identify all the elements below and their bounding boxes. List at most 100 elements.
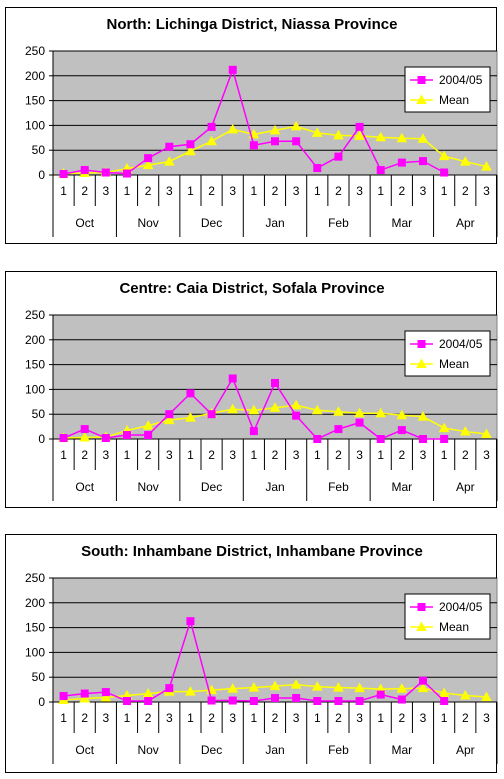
x-tick-label: 2 [145,184,152,198]
y-tick-label: 150 [25,358,45,372]
y-tick-label: 0 [38,695,45,709]
data-point-2004 [419,676,427,685]
legend-label-2004: 2004/05 [439,73,483,87]
legend-label-2004: 2004/05 [439,600,483,614]
y-tick-label: 0 [38,168,45,182]
data-point-mean [248,404,260,415]
x-tick-label: 1 [124,448,131,462]
legend-box [404,66,491,113]
x-tick-label: 3 [483,184,490,198]
x-tick-label: 1 [441,711,448,725]
x-group-label: Jan [265,480,284,494]
data-point-mean [269,124,281,135]
data-point-mean [333,406,344,416]
data-point-mean [311,681,323,691]
data-point-mean [163,156,175,166]
x-tick-label: 2 [81,711,88,725]
data-point-2004 [355,122,364,131]
data-point-2004 [249,427,258,436]
x-tick-label: 3 [293,448,300,462]
y-tick-label: 150 [25,94,45,108]
data-point-mean [248,682,260,692]
x-tick-label: 1 [124,711,131,725]
x-group-label: Oct [75,480,94,494]
data-point-2004 [101,688,110,697]
data-point-mean [438,687,450,698]
x-tick-label: 1 [377,711,384,725]
data-point-2004 [249,697,258,706]
data-point-mean [185,686,196,696]
data-point-2004 [80,689,89,698]
data-point-2004 [228,374,237,383]
data-point-mean [142,420,154,430]
data-point-mean [185,412,196,422]
legend-marker-mean [416,358,427,368]
x-group-label: Dec [201,216,222,230]
x-tick-label: 1 [60,448,67,462]
x-tick-label: 3 [420,448,427,462]
data-point-mean [311,404,323,415]
data-point-2004 [271,137,279,146]
legend-marker-mean [416,94,427,104]
x-group-label: Apr [456,216,475,230]
data-point-2004 [59,692,68,701]
data-point-mean [459,156,471,166]
x-tick-label: 1 [60,711,67,725]
data-point-mean [375,131,387,142]
data-point-2004 [165,684,174,693]
data-point-2004 [186,140,195,149]
data-point-mean [163,414,175,425]
data-point-2004 [228,65,237,74]
data-point-mean [227,403,239,414]
y-tick-label: 250 [25,44,45,58]
data-point-2004 [165,142,174,151]
data-point-mean [333,129,344,140]
x-tick-label: 2 [81,184,88,198]
data-point-mean [481,161,492,171]
x-tick-label: 3 [293,711,300,725]
legend-marker-2004 [417,340,426,348]
data-point-2004 [186,389,195,398]
x-tick-label: 3 [103,184,110,198]
data-point-mean [354,682,365,693]
x-tick-label: 2 [272,184,279,198]
data-point-2004 [334,425,343,434]
x-tick-label: 3 [356,711,363,725]
chart-title: Centre: Caia District, Sofala Province [119,280,384,297]
y-tick-label: 100 [25,645,45,659]
x-tick-label: 1 [251,448,258,462]
x-tick-label: 2 [335,184,342,198]
data-point-mean [354,407,365,418]
x-tick-label: 2 [208,448,215,462]
data-point-mean [375,407,387,418]
x-tick-label: 3 [356,448,363,462]
x-group-label: Nov [137,743,158,757]
chart-panel-centre: Centre: Caia District, Sofala Province 0 5… [5,271,498,508]
x-tick-label: 2 [272,711,279,725]
data-point-mean [100,692,112,702]
data-point-2004 [397,158,406,167]
data-point-2004 [123,431,131,440]
x-group-label: Jan [265,743,284,757]
y-tick-label: 200 [25,333,45,347]
chart-panel-north: North: Lichinga District, Niassa Provinc… [5,7,498,244]
chart-north: North: Lichinga District, Niassa Provinc… [25,16,498,237]
x-tick-label: 3 [420,184,427,198]
data-point-2004 [313,435,322,443]
data-point-2004 [313,697,322,706]
data-point-2004 [228,696,237,705]
y-tick-label: 250 [25,571,45,585]
x-tick-label: 1 [441,184,448,198]
data-point-2004 [355,418,364,427]
chart-south: South: Inhambane District, Inhambane Pro… [25,543,498,764]
data-point-2004 [440,435,449,443]
data-point-2004 [397,426,406,435]
data-point-2004 [376,166,385,175]
data-point-2004 [123,169,131,178]
legend-marker-mean [416,621,427,631]
x-tick-label: 2 [462,448,469,462]
y-tick-label: 150 [25,621,45,635]
x-tick-label: 2 [399,711,406,725]
x-group-label: Oct [75,743,94,757]
legend-label-mean: Mean [439,620,469,634]
